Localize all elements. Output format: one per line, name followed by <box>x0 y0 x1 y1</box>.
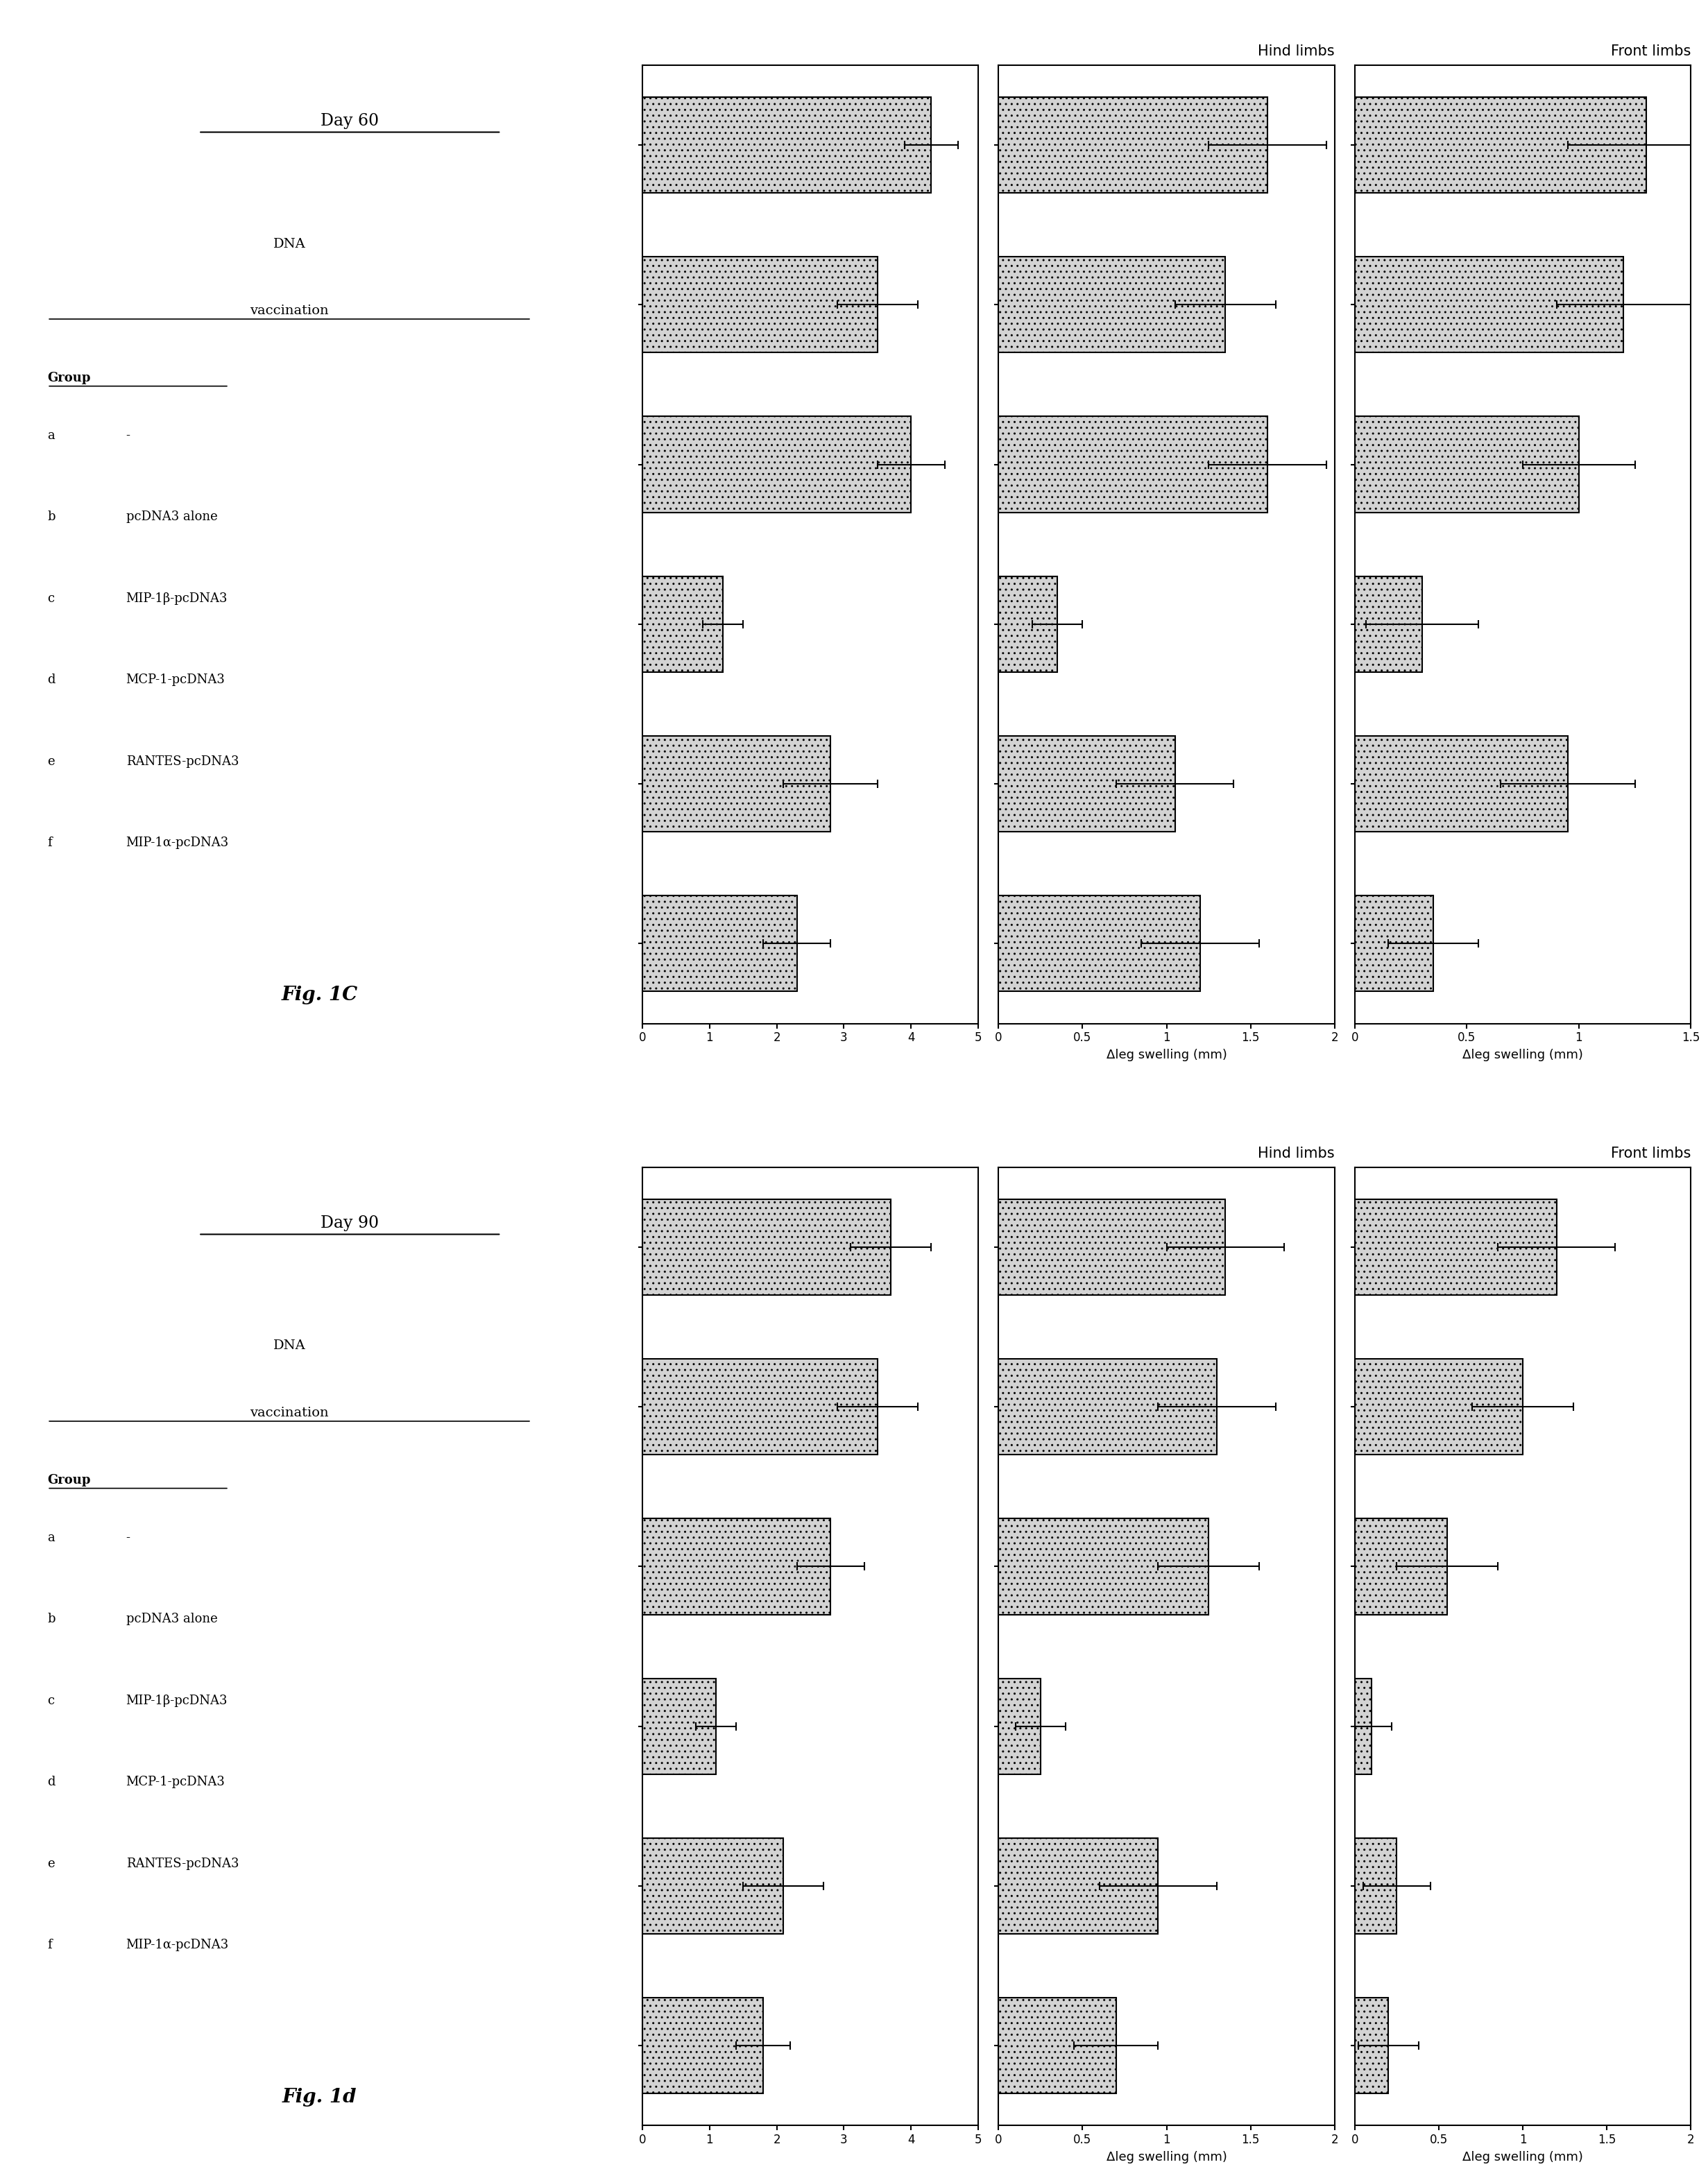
Bar <box>642 416 910 512</box>
Text: MCP-1-pcDNA3: MCP-1-pcDNA3 <box>126 1776 225 1787</box>
Text: Group: Group <box>48 371 91 384</box>
Bar <box>1354 1837 1397 1935</box>
Text: b: b <box>48 510 55 523</box>
Bar <box>642 1360 878 1455</box>
Bar <box>1354 98 1647 193</box>
Text: f: f <box>48 837 51 848</box>
Bar <box>1354 577 1423 672</box>
Text: e: e <box>48 755 55 768</box>
X-axis label: Δleg swelling (mm): Δleg swelling (mm) <box>1462 1050 1583 1061</box>
Bar <box>999 98 1267 193</box>
Bar <box>999 1199 1225 1295</box>
Text: pcDNA3 alone: pcDNA3 alone <box>126 1614 217 1625</box>
Bar <box>999 1837 1158 1935</box>
Text: c: c <box>48 592 55 605</box>
Bar <box>642 1837 784 1935</box>
Bar <box>999 416 1267 512</box>
Bar <box>1354 1199 1556 1295</box>
Text: Day 90: Day 90 <box>321 1215 379 1232</box>
Bar <box>1354 1518 1447 1614</box>
Text: d: d <box>48 1776 55 1787</box>
Text: c: c <box>48 1694 55 1707</box>
Bar <box>999 1518 1209 1614</box>
Bar <box>642 577 722 672</box>
Bar <box>1354 1998 1389 2093</box>
Text: a: a <box>48 1531 55 1544</box>
Text: Group: Group <box>48 1475 91 1486</box>
Bar <box>642 1199 892 1295</box>
Bar <box>999 256 1225 354</box>
Text: MIP-1β-pcDNA3: MIP-1β-pcDNA3 <box>126 592 227 605</box>
Bar <box>999 1998 1115 2093</box>
Bar <box>642 98 931 193</box>
X-axis label: Δleg swelling (mm): Δleg swelling (mm) <box>1462 2152 1583 2165</box>
Text: Hind limbs: Hind limbs <box>1257 43 1334 59</box>
Text: Fig. 1C: Fig. 1C <box>282 985 357 1004</box>
Text: Fig. 1d: Fig. 1d <box>282 2089 357 2106</box>
Bar <box>999 896 1201 991</box>
Text: -: - <box>126 429 130 442</box>
Text: RANTES-pcDNA3: RANTES-pcDNA3 <box>126 755 239 768</box>
Text: e: e <box>48 1857 55 1870</box>
Text: f: f <box>48 1939 51 1952</box>
Bar <box>999 577 1057 672</box>
Text: Front limbs: Front limbs <box>1611 1147 1691 1160</box>
Text: Hind limbs: Hind limbs <box>1257 1147 1334 1160</box>
Bar <box>999 1360 1218 1455</box>
Text: MCP-1-pcDNA3: MCP-1-pcDNA3 <box>126 675 225 685</box>
Text: Front limbs: Front limbs <box>1611 43 1691 59</box>
Text: b: b <box>48 1614 55 1625</box>
X-axis label: Δleg swelling (mm): Δleg swelling (mm) <box>1107 1050 1226 1061</box>
Bar <box>1354 1360 1524 1455</box>
Bar <box>642 1998 763 2093</box>
Text: pcDNA3 alone: pcDNA3 alone <box>126 510 217 523</box>
Text: a: a <box>48 429 55 442</box>
Text: d: d <box>48 675 55 685</box>
Text: DNA: DNA <box>273 239 306 249</box>
Bar <box>1354 256 1624 354</box>
Text: vaccination: vaccination <box>249 1408 328 1419</box>
Bar <box>1354 1679 1372 1774</box>
Bar <box>999 735 1175 831</box>
Bar <box>1354 416 1578 512</box>
Text: -: - <box>126 1531 130 1544</box>
Bar <box>1354 896 1433 991</box>
Text: vaccination: vaccination <box>249 304 328 317</box>
Bar <box>642 256 878 354</box>
Text: MIP-1α-pcDNA3: MIP-1α-pcDNA3 <box>126 1939 229 1952</box>
Bar <box>642 735 830 831</box>
Text: DNA: DNA <box>273 1340 306 1351</box>
Bar <box>642 896 798 991</box>
Bar <box>1354 735 1568 831</box>
Text: MIP-1α-pcDNA3: MIP-1α-pcDNA3 <box>126 837 229 848</box>
X-axis label: Δleg swelling (mm): Δleg swelling (mm) <box>1107 2152 1226 2165</box>
Text: RANTES-pcDNA3: RANTES-pcDNA3 <box>126 1857 239 1870</box>
Text: Day 60: Day 60 <box>321 113 379 128</box>
Bar <box>642 1518 830 1614</box>
Text: MIP-1β-pcDNA3: MIP-1β-pcDNA3 <box>126 1694 227 1707</box>
Bar <box>999 1679 1040 1774</box>
Bar <box>642 1679 716 1774</box>
